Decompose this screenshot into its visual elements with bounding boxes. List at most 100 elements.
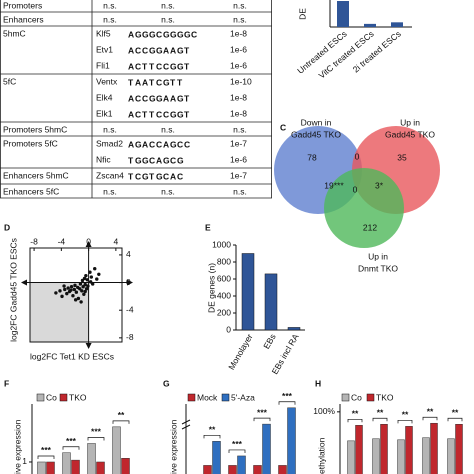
bracket [397,419,413,424]
legend-label: Co [46,392,57,402]
p-value: 1e-10 [230,76,252,86]
bar [287,327,301,331]
bar [253,465,262,474]
point [58,289,62,293]
p-value: 1e-8 [230,108,247,118]
y-tick-label: 0 [226,324,231,334]
motif-letter: C [163,61,169,71]
axis-break [181,419,191,425]
bracket [228,449,246,453]
p-value: 1e-7 [230,138,247,148]
venn-label: Dnmt TKO [358,263,398,273]
bar [391,22,403,27]
panel-letter: F [4,378,9,388]
motif-letter: G [170,61,177,71]
motif-letter: C [135,109,141,119]
y-tick-label: 400 [217,290,231,300]
motif-letter: C [156,29,162,39]
bar [372,438,380,474]
bar [62,452,71,474]
motif-letter: T [149,77,155,87]
motif-letter: G [177,45,184,55]
motif-letter: C [135,45,141,55]
venn-label: Down in [301,117,332,127]
motif-letter: T [149,171,155,181]
row-label: Promoters 5hmC [3,124,67,134]
bar [455,424,463,474]
gene: Nfic [96,154,111,164]
venn-set [324,168,404,248]
cell: n.s. [161,0,175,10]
p-value: 1e-6 [230,154,247,164]
legend-swatch [36,393,45,402]
legend-label: 5'-Aza [231,392,255,402]
point [82,292,86,297]
legend-label: TKO [376,392,394,402]
motif-letter: A [128,139,134,149]
motif-letter: A [163,93,169,103]
motif-letter: C [135,171,141,181]
y-tick-label: 1000 [212,239,231,249]
y-tick-label: 0 [126,277,131,287]
motif-letter: G [156,93,163,103]
motif-letter: A [163,45,169,55]
venn-count: 0 [355,151,360,161]
point [66,286,70,290]
point [72,287,76,292]
motif-letter: G [177,61,184,71]
significance: ** [118,410,125,420]
bar [447,438,455,474]
panel-letter: G [163,378,170,388]
point [78,282,83,286]
legend-swatch [366,393,375,402]
row-label: Promoters [3,0,42,10]
y-tick-label: 800 [217,256,231,266]
x-tick-label: EBs [261,332,277,351]
motif-letter: T [128,171,134,181]
motif-letter: T [184,45,190,55]
cell: n.s. [233,0,247,10]
bracket [203,434,221,439]
significance: ** [427,406,434,416]
p-value: 1e-8 [230,92,247,102]
y-axis-label: ive expression [12,419,22,474]
point [82,276,87,281]
motif-letter: T [184,109,190,119]
motif-letter: G [163,77,170,87]
y-axis-label: ive expression [168,419,178,474]
motif-letter: A [128,93,134,103]
point [90,282,95,286]
motif-letter: A [170,45,176,55]
bracket [62,446,80,450]
legend-label: Mock [197,392,218,402]
motif-letter: A [128,45,134,55]
point [86,284,90,288]
motif-letter: G [142,29,149,39]
bar [203,465,212,474]
bracket [347,418,363,423]
point [54,291,58,295]
point [71,293,75,298]
panel-letter: E [205,222,211,232]
motif-letter: C [191,29,197,39]
gene: Fli1 [96,60,110,70]
point [88,270,92,274]
point [74,290,79,294]
significance: ** [402,410,409,420]
bracket [422,416,438,421]
row-label: 5hmC [3,28,26,38]
cell: n.s. [161,124,175,134]
bar [212,441,221,474]
motif-letter: T [177,77,183,87]
significance: *** [257,407,268,417]
cell: n.s. [233,14,247,24]
y-axis-label: DE [297,8,307,20]
motif-letter: T [142,61,148,71]
y-tick-label: 600 [217,273,231,283]
y-tick-label: -4 [126,304,134,314]
venn-label: Up in [400,117,420,127]
motif-letter: A [128,61,134,71]
bar [37,461,46,474]
bar [112,426,121,474]
